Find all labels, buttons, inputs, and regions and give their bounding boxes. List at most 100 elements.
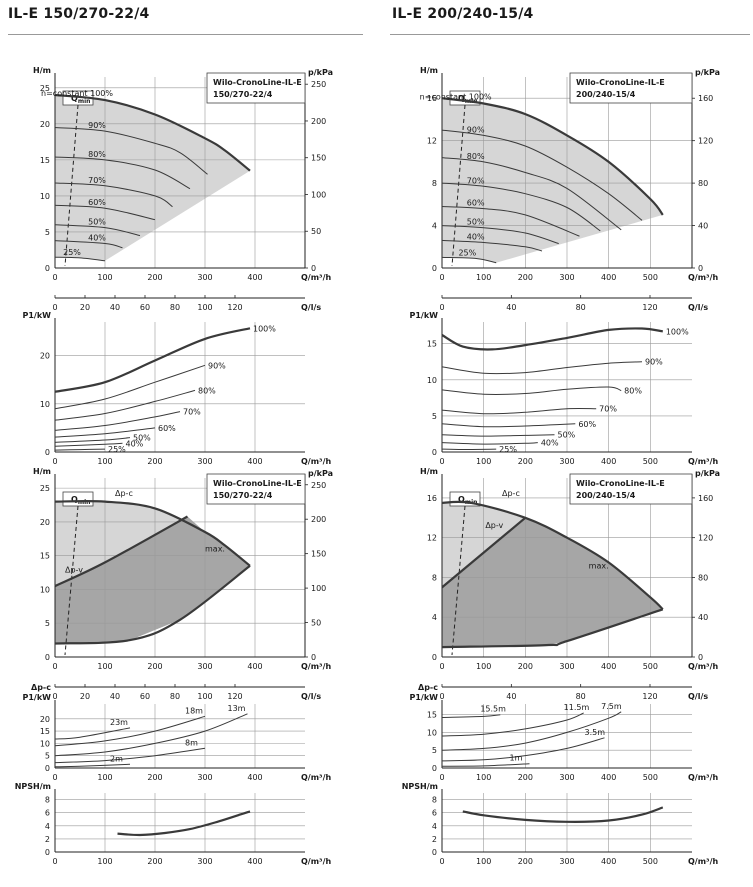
x-tick-label: 300 (197, 662, 212, 671)
y-tick-label: 4 (432, 613, 437, 622)
curve-label: 50% (133, 434, 151, 443)
curve-label: 1m (510, 754, 523, 763)
y-axis-label: P1/kW (23, 311, 52, 320)
y-tick-label: 0 (45, 448, 50, 457)
y-tick-label: 8 (432, 796, 437, 805)
x-tick-label: 300 (197, 857, 212, 866)
y2-tick-label: 50 (311, 227, 321, 236)
x2-tick-label: 40 (506, 692, 516, 701)
curve-label: 13m (228, 704, 246, 713)
x-axis-label: Q/m³/h (301, 273, 331, 282)
curve-min (441, 608, 664, 649)
x-tick-label: 100 (476, 457, 491, 466)
x-axis-label: Q/m³/h (688, 273, 718, 282)
qmin-label: Qmin (71, 94, 90, 105)
x2-tick-label: 120 (642, 692, 657, 701)
y-tick-label: 5 (45, 228, 50, 237)
y-tick-label: 25 (40, 84, 50, 93)
y2-tick-label: 80 (698, 573, 708, 582)
x2-tick-label: 40 (506, 303, 516, 312)
x-tick-label: 400 (601, 662, 616, 671)
y2-tick-label: 0 (698, 653, 703, 662)
x2-tick-label: 20 (80, 692, 90, 701)
x-tick-label: 400 (601, 457, 616, 466)
y2-tick-label: 200 (311, 515, 326, 524)
x-tick-label: 0 (52, 773, 57, 782)
x2-tick-label: 100 (197, 692, 212, 701)
y2-axis-label: p/kPa (695, 68, 720, 77)
curve-80 (54, 156, 191, 190)
x-tick-label: 500 (643, 457, 658, 466)
operating-area-dark (442, 517, 663, 648)
left-title-rule (8, 34, 363, 35)
y-tick-label: 10 (40, 400, 50, 409)
x-tick-label: 400 (247, 457, 262, 466)
y-tick-label: 20 (40, 715, 50, 724)
qmin-dashed-line (451, 104, 466, 267)
y-tick-label: 16 (427, 94, 437, 103)
curve-90 (441, 361, 643, 375)
label-max: max. (589, 562, 609, 571)
y2-tick-label: 80 (698, 179, 708, 188)
x2-tick-label: 80 (576, 303, 586, 312)
curve-35m (441, 737, 605, 762)
y-tick-label: 2 (45, 835, 50, 844)
x-tick-label: 300 (559, 857, 574, 866)
x-tick-label: 400 (247, 273, 262, 282)
y-tick-label: 0 (45, 764, 50, 773)
curve-40 (441, 442, 538, 445)
curve-label: 80% (624, 387, 642, 396)
y-tick-label: 0 (432, 448, 437, 457)
x2-tick-label: 0 (439, 303, 444, 312)
x-tick-label: 100 (97, 273, 112, 282)
x-tick-label: 200 (147, 273, 162, 282)
y-tick-label: 4 (432, 822, 437, 831)
curve-60 (441, 206, 580, 237)
speed-range-area (442, 98, 663, 263)
curve-label: 70% (88, 176, 106, 185)
x-axis-label: Q/m³/h (688, 662, 718, 671)
label-dp-v: Δp-v (65, 565, 83, 574)
curve-70 (441, 182, 601, 232)
y-axis-label-2: Δp-c (418, 683, 438, 692)
x-axis-label: Q/m³/h (301, 457, 331, 466)
x-tick-label: 400 (601, 857, 616, 866)
curve-label: 60% (578, 420, 596, 429)
y-tick-label: 5 (432, 412, 437, 421)
model-box-line1: Wilo-CronoLine-IL-E (213, 78, 302, 87)
x-tick-label: 100 (97, 457, 112, 466)
x-tick-label: 300 (559, 662, 574, 671)
y2-axis-label: p/kPa (695, 469, 720, 478)
curve-min (54, 564, 251, 645)
x-axis-label: Q/m³/h (301, 662, 331, 671)
x-tick-label: 300 (197, 457, 212, 466)
label-max: max. (205, 545, 225, 554)
x2-tick-label: 120 (642, 303, 657, 312)
curve-label: n=constant 100% (41, 89, 113, 98)
curve-50 (441, 434, 555, 437)
y-tick-label: 15 (40, 727, 50, 736)
x-tick-label: 500 (643, 857, 658, 866)
curve-label: 23m (110, 718, 128, 727)
label-dp-c: Δp-c (115, 489, 133, 498)
x2-tick-label: 80 (576, 692, 586, 701)
y2-tick-label: 120 (698, 137, 713, 146)
curve-label: 100% (253, 324, 276, 333)
y-tick-label: 5 (45, 752, 50, 761)
model-box (569, 72, 693, 104)
speed-range-area (55, 95, 250, 261)
curve-60 (54, 204, 156, 221)
y2-tick-label: 40 (698, 222, 708, 231)
operating-area-dark (55, 516, 250, 644)
curve-2m (54, 763, 131, 768)
curve-label: 100% (666, 327, 689, 336)
y-tick-label: 8 (45, 796, 50, 805)
y-tick-label: 0 (45, 653, 50, 662)
x-tick-label: 0 (439, 857, 444, 866)
curve-label: 60% (88, 198, 106, 207)
x-axis-label: Q/m³/h (301, 773, 331, 782)
x-tick-label: 500 (643, 273, 658, 282)
x2-tick-label: 80 (170, 692, 180, 701)
curve-nconstant100 (441, 97, 664, 216)
